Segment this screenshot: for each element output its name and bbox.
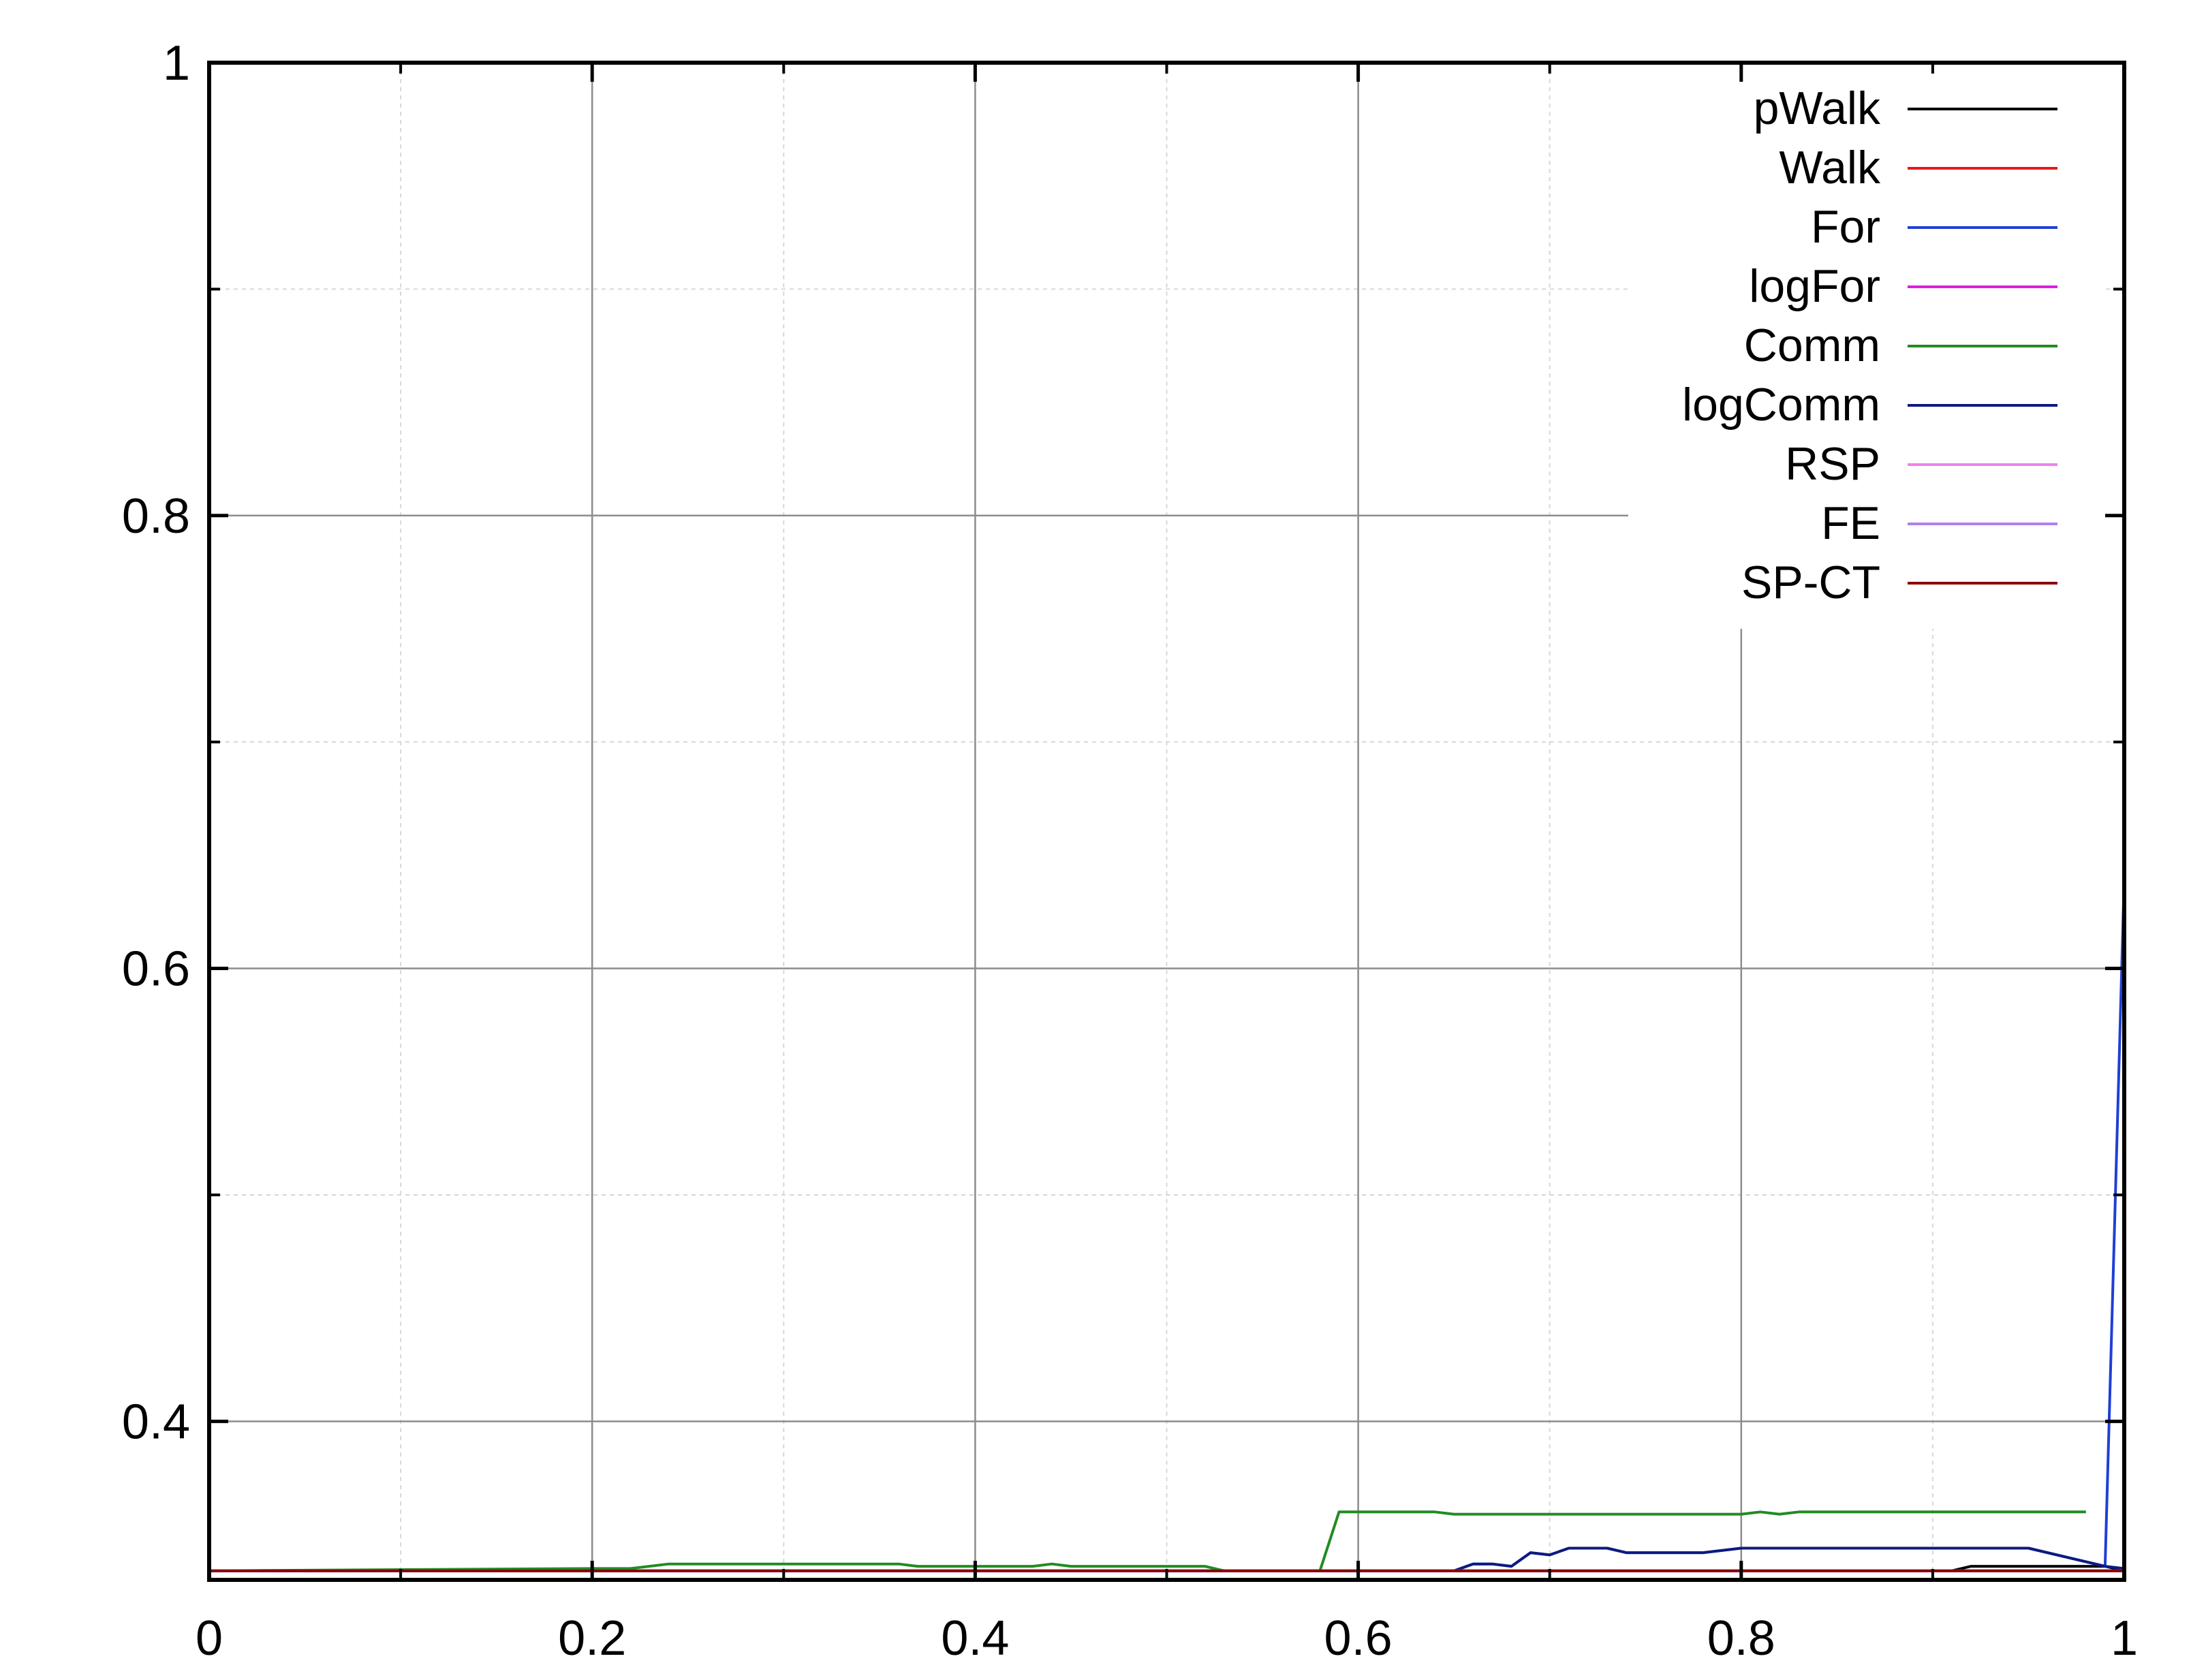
- legend-label: logFor: [1749, 260, 1880, 312]
- x-tick-label: 0.8: [1707, 1611, 1775, 1666]
- legend-label: Comm: [1744, 320, 1880, 371]
- axes: 0 0.2 0.4 0.6 0.8 1 0.4 0.6 0.8 1: [122, 36, 2138, 1666]
- legend-label: Walk: [1779, 142, 1881, 193]
- y-tick-label: 0.8: [122, 489, 190, 544]
- series-line-comm: [208, 1510, 2086, 1572]
- y-tick-label: 1: [163, 36, 190, 91]
- legend-label: SP-CT: [1741, 557, 1880, 608]
- x-tick-label: 0.6: [1324, 1611, 1393, 1666]
- x-tick-label: 1: [2111, 1611, 2138, 1666]
- x-tick-label: 0.4: [941, 1611, 1009, 1666]
- series-line-logcomm: [209, 1546, 2125, 1572]
- y-tick-label: 0.6: [122, 942, 190, 997]
- x-tick-label: 0.2: [558, 1611, 626, 1666]
- legend-label: FE: [1821, 497, 1880, 549]
- legend-label: logComm: [1682, 379, 1880, 431]
- x-tick-label: 0: [196, 1611, 223, 1666]
- legend-label: pWalk: [1754, 82, 1881, 134]
- legend-label: For: [1811, 201, 1880, 253]
- y-tick-label: 0.4: [122, 1395, 190, 1449]
- legend: pWalk Walk For logFor Comm logComm RSP FE SP-CT: [1628, 61, 2105, 629]
- legend-label: RSP: [1785, 438, 1880, 490]
